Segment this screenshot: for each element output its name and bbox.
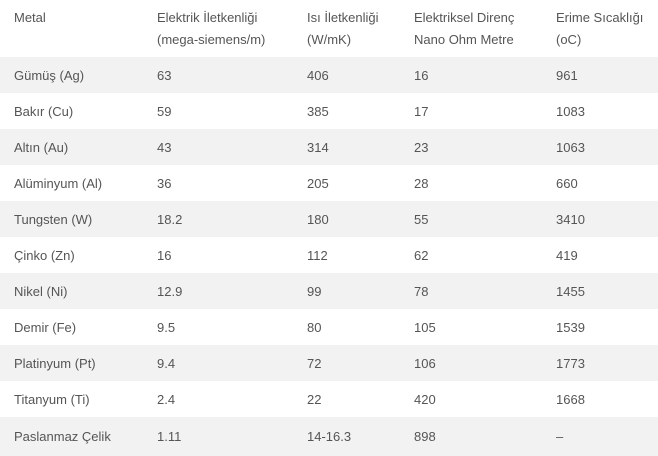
cell-electrical-conductivity: 9.5: [157, 319, 176, 335]
cell-thermal-conductivity: 205: [307, 175, 329, 191]
cell-metal: Titanyum (Ti): [14, 391, 90, 407]
header-line: Elektriksel Direnç: [414, 10, 515, 25]
header-line: (mega-siemens/m): [157, 32, 266, 47]
cell-electrical-resistance: 105: [414, 319, 436, 335]
cell-electrical-conductivity: 9.4: [157, 355, 176, 371]
cell-electrical-resistance: 17: [414, 103, 429, 119]
cell-electrical-resistance: 106: [414, 355, 436, 371]
cell-thermal-conductivity: 99: [307, 283, 322, 299]
header-line: Isı İletkenliği: [307, 10, 379, 25]
cell-metal: Nikel (Ni): [14, 283, 68, 299]
cell-metal: Gümüş (Ag): [14, 67, 85, 83]
cell-electrical-conductivity: 59: [157, 103, 172, 119]
table-row: Platinyum (Pt) 9.4 72 106 1773: [0, 345, 658, 381]
cell-electrical-conductivity: 63: [157, 67, 172, 83]
cell-metal: Demir (Fe): [14, 319, 77, 335]
header-line: Nano Ohm Metre: [414, 32, 514, 47]
table-row: Alüminyum (Al) 36 205 28 660: [0, 165, 658, 201]
cell-melting-point: 1773: [556, 355, 585, 371]
table-row: Paslanmaz Çelik 1.11 14-16.3 898 –: [0, 417, 658, 456]
cell-electrical-conductivity: 18.2: [157, 211, 183, 227]
cell-melting-point: 961: [556, 67, 578, 83]
cell-melting-point: 1455: [556, 283, 585, 299]
cell-electrical-resistance: 28: [414, 175, 429, 191]
header-electrical-conductivity: Elektrik İletkenliği (mega-siemens/m): [143, 0, 293, 57]
header-metal-line: Metal: [14, 10, 46, 25]
cell-electrical-resistance: 78: [414, 283, 429, 299]
cell-thermal-conductivity: 72: [307, 355, 322, 371]
cell-melting-point: 660: [556, 175, 578, 191]
cell-thermal-conductivity: 22: [307, 391, 322, 407]
cell-electrical-resistance: 23: [414, 139, 429, 155]
header-metal: Metal: [0, 0, 143, 57]
cell-electrical-resistance: 16: [414, 67, 429, 83]
cell-electrical-resistance: 55: [414, 211, 429, 227]
cell-electrical-conductivity: 36: [157, 175, 172, 191]
table-row: Nikel (Ni) 12.9 99 78 1455: [0, 273, 658, 309]
cell-thermal-conductivity: 112: [307, 247, 328, 263]
cell-thermal-conductivity: 406: [307, 67, 329, 83]
header-line: Elektrik İletkenliği: [157, 10, 258, 25]
header-melting-point: Erime Sıcaklığı (oC): [542, 0, 658, 57]
table-row: Titanyum (Ti) 2.4 22 420 1668: [0, 381, 658, 417]
cell-metal: Tungsten (W): [14, 211, 93, 227]
cell-melting-point: 1539: [556, 319, 585, 335]
cell-electrical-resistance: 420: [414, 391, 436, 407]
cell-metal: Platinyum (Pt): [14, 355, 96, 371]
cell-metal: Paslanmaz Çelik: [14, 429, 111, 444]
header-line: (oC): [556, 32, 582, 47]
cell-thermal-conductivity: 180: [307, 211, 329, 227]
cell-metal: Altın (Au): [14, 139, 69, 155]
cell-electrical-conductivity: 16: [157, 247, 172, 263]
cell-thermal-conductivity: 80: [307, 319, 322, 335]
header-row: Metal Elektrik İletkenliği (mega-siemens…: [0, 0, 658, 57]
cell-melting-point: 3410: [556, 211, 585, 227]
cell-melting-point: 1083: [556, 103, 585, 119]
table-row: Demir (Fe) 9.5 80 105 1539: [0, 309, 658, 345]
header-electrical-resistance: Elektriksel Direnç Nano Ohm Metre: [400, 0, 542, 57]
cell-electrical-resistance: 898: [414, 429, 436, 444]
header-line: Erime Sıcaklığı: [556, 10, 644, 25]
cell-electrical-conductivity: 2.4: [157, 391, 176, 407]
cell-metal: Alüminyum (Al): [14, 175, 103, 191]
table-row: Gümüş (Ag) 63 406 16 961: [0, 57, 658, 93]
cell-melting-point: –: [556, 429, 564, 444]
cell-electrical-conductivity: 1.11: [157, 429, 182, 444]
cell-thermal-conductivity: 14-16.3: [307, 429, 352, 444]
cell-melting-point: 1668: [556, 391, 585, 407]
header-thermal-conductivity: Isı İletkenliği (W/mK): [293, 0, 400, 57]
cell-electrical-conductivity: 12.9: [157, 283, 183, 299]
table-row: Tungsten (W) 18.2 180 55 3410: [0, 201, 658, 237]
cell-thermal-conductivity: 385: [307, 103, 329, 119]
table-body: Gümüş (Ag) 63 406 16 961 Bakır (Cu) 59 385 17 108…: [0, 57, 658, 456]
cell-electrical-resistance: 62: [414, 247, 429, 263]
cell-melting-point: 1063: [556, 139, 585, 155]
cell-melting-point: 419: [556, 247, 578, 263]
cell-thermal-conductivity: 314: [307, 139, 329, 155]
table-row: Çinko (Zn) 16 112 62 419: [0, 237, 658, 273]
cell-electrical-conductivity: 43: [157, 139, 172, 155]
header-line: (W/mK): [307, 32, 352, 47]
table-row: Altın (Au) 43 314 23 1063: [0, 129, 658, 165]
cell-metal: Bakır (Cu): [14, 103, 74, 119]
table-row: Bakır (Cu) 59 385 17 1083: [0, 93, 658, 129]
cell-metal: Çinko (Zn): [14, 247, 75, 263]
